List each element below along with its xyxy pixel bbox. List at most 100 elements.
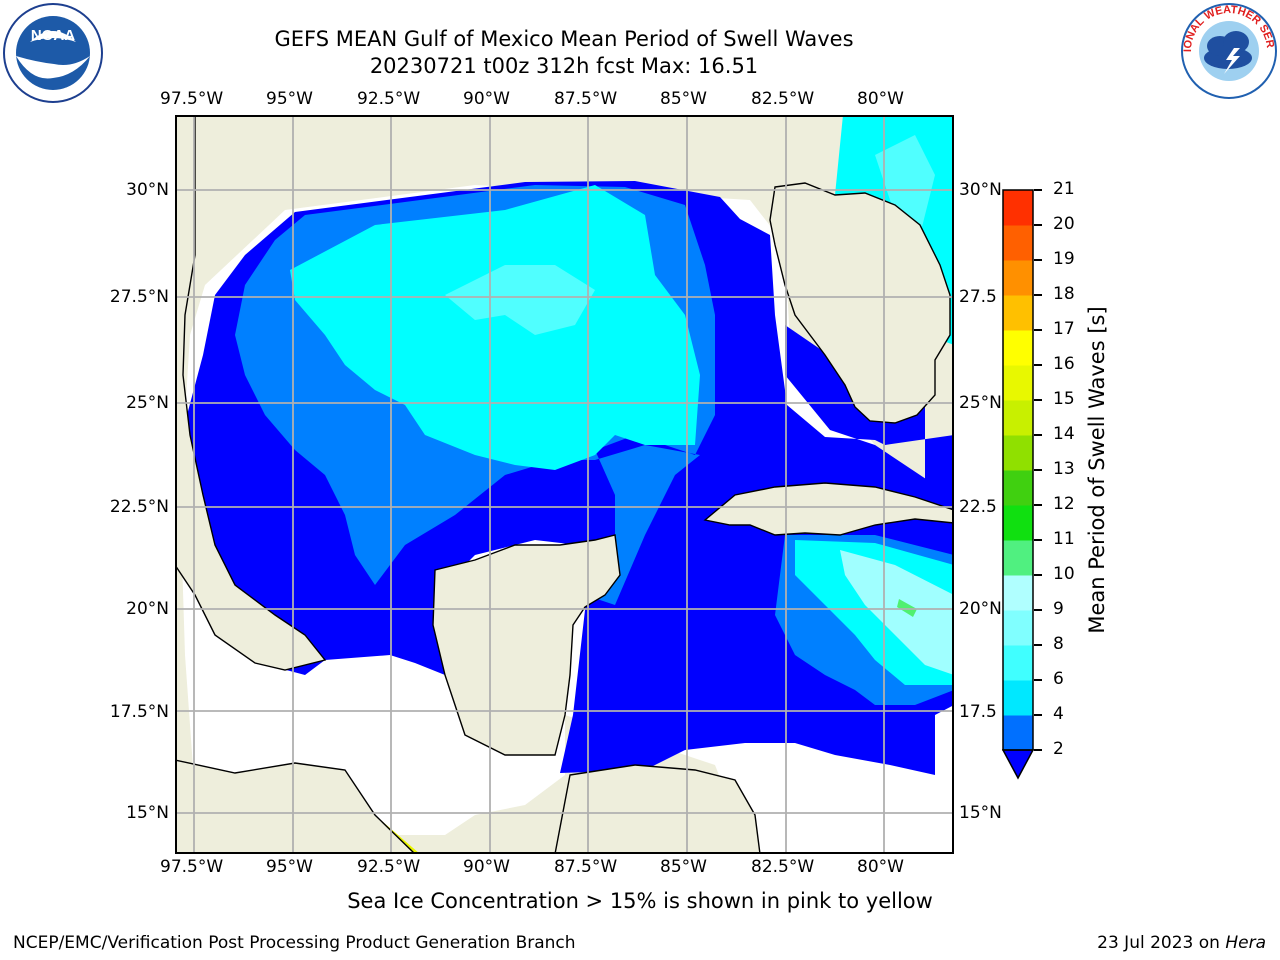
lon-label-top-87-5w: 87.5°W (554, 89, 618, 109)
colorbar-tick-label: 17 (1053, 319, 1075, 339)
lat-label-left-30n: 30°N (126, 180, 169, 200)
producer-credit: NCEP/EMC/Verification Post Processing Pr… (13, 933, 576, 953)
colorbar-tick-label: 12 (1053, 494, 1075, 514)
colorbar-extend-arrow (1002, 749, 1035, 780)
colorbar-tick-label: 19 (1053, 249, 1075, 269)
colorbar-band-2 (1003, 715, 1033, 751)
colorbar-band-6 (1003, 645, 1033, 681)
lon-label-top-82-5w: 82.5°W (751, 89, 815, 109)
lat-label-left-27-5n: 27.5°N (109, 287, 169, 307)
lon-label-bottom-85w: 85°W (660, 857, 707, 877)
lon-label-top-90w: 90°W (463, 89, 510, 109)
colorbar-tick-mark (1034, 539, 1042, 541)
colorbar-tick-mark (1034, 294, 1042, 296)
colorbar-tick-mark (1034, 434, 1042, 436)
colorbar-tick-label: 21 (1053, 179, 1075, 199)
colorbar-tick-mark (1034, 574, 1042, 576)
lon-label-top-80w: 80°W (857, 89, 904, 109)
colorbar-band-11 (1003, 505, 1033, 541)
lat-label-right-22-5: 22.5 (959, 497, 997, 517)
colorbar-tick-mark (1034, 644, 1042, 646)
graticule (175, 115, 954, 854)
lat-label-right-25n: 25°N (959, 393, 1002, 413)
lat-label-left-22-5n: 22.5°N (109, 497, 169, 517)
colorbar (1002, 189, 1035, 780)
colorbar-tick-mark (1034, 609, 1042, 611)
colorbar-band-12 (1003, 470, 1033, 506)
colorbar-band-17 (1003, 295, 1033, 331)
swell-period-6-8s-region (290, 185, 700, 470)
lon-label-bottom-87-5w: 87.5°W (554, 857, 618, 877)
lat-label-right-17-5: 17.5 (959, 702, 997, 722)
colorbar-tick-label: 11 (1053, 529, 1075, 549)
florida-peninsula (769, 182, 951, 424)
colorbar-tick-mark (1034, 679, 1042, 681)
yucatan-peninsula (432, 534, 621, 756)
colorbar-band-8 (1003, 610, 1033, 646)
lat-label-left-17-5n: 17.5°N (109, 702, 169, 722)
swell-period-8-9s-patch (445, 265, 595, 335)
colorbar-tick-label: 6 (1053, 669, 1064, 689)
lat-label-left-20n: 20°N (126, 599, 169, 619)
noaa-logo: NOAA (3, 3, 103, 103)
lon-label-bottom-90w: 90°W (463, 857, 510, 877)
colorbar-band-4 (1003, 680, 1033, 716)
caribbean-green-patch (897, 599, 917, 617)
lat-label-right-30n: 30°N (959, 180, 1002, 200)
cuba-island (703, 482, 954, 536)
colorbar-tick-mark (1034, 189, 1042, 191)
colorbar-tick-label: 18 (1053, 284, 1075, 304)
lat-label-right-20n: 20°N (959, 599, 1002, 619)
lon-label-bottom-92-5w: 92.5°W (357, 857, 421, 877)
colorbar-band-16 (1003, 330, 1033, 366)
colorbar-tick-label: 16 (1053, 354, 1075, 374)
colorbar-tick-label: 20 (1053, 214, 1075, 234)
generation-date-text: 23 Jul 2023 on (1097, 933, 1226, 953)
nws-logo: NATIONAL WEATHER SERVICE (1178, 2, 1277, 99)
colorbar-frame (1002, 189, 1034, 751)
lon-label-bottom-82-5w: 82.5°W (751, 857, 815, 877)
colorbar-tick-mark (1034, 469, 1042, 471)
lon-label-top-95w: 95°W (266, 89, 313, 109)
lon-label-bottom-95w: 95°W (266, 857, 313, 877)
colorbar-band-18 (1003, 260, 1033, 296)
colorbar-tick-label: 15 (1053, 389, 1075, 409)
colorbar-tick-mark (1034, 364, 1042, 366)
colorbar-tick-label: 9 (1053, 599, 1064, 619)
central-america-landmass (175, 759, 417, 854)
colorbar-band-13 (1003, 435, 1033, 471)
colorbar-tick-label: 14 (1053, 424, 1075, 444)
colorbar-tick-mark (1034, 259, 1042, 261)
colorbar-band-14 (1003, 400, 1033, 436)
mexico-mainland (175, 115, 327, 671)
colorbar-band-15 (1003, 365, 1033, 401)
map-panel (175, 115, 954, 854)
lon-label-bottom-97-5w: 97.5°W (160, 857, 224, 877)
lat-label-right-15n: 15°N (959, 803, 1002, 823)
map-subtitle: 20230721 t00z 312h fcst Max: 16.51 (369, 54, 759, 78)
colorbar-tick-label: 10 (1053, 564, 1075, 584)
lon-label-top-97-5w: 97.5°W (160, 89, 224, 109)
colorbar-tick-label: 2 (1053, 739, 1064, 759)
colorbar-tick-mark (1034, 714, 1042, 716)
colorbar-band-9 (1003, 575, 1033, 611)
caribbean-pale-region (840, 550, 954, 675)
atlantic-light-cyan-patch (875, 135, 935, 235)
colorbar-tick-mark (1034, 749, 1042, 751)
lat-label-right-27-5: 27.5 (959, 287, 997, 307)
map-frame (175, 115, 954, 854)
lat-label-left-25n: 25°N (126, 393, 169, 413)
map-title: GEFS MEAN Gulf of Mexico Mean Period of … (274, 27, 854, 51)
lat-label-left-15n: 15°N (126, 803, 169, 823)
sea-ice-note: Sea Ice Concentration > 15% is shown in … (347, 889, 933, 913)
colorbar-title: Mean Period of Swell Waves [s] (1085, 306, 1109, 634)
colorbar-band-20 (1003, 190, 1033, 226)
colorbar-tick-label: 8 (1053, 634, 1064, 654)
lon-label-bottom-80w: 80°W (857, 857, 904, 877)
colorbar-tick-mark (1034, 329, 1042, 331)
colorbar-tick-label: 4 (1053, 704, 1064, 724)
host-name: Hera (1225, 933, 1266, 953)
colorbar-band-10 (1003, 540, 1033, 576)
noaa-logo-text: NOAA (31, 27, 75, 44)
lon-label-top-85w: 85°W (660, 89, 707, 109)
